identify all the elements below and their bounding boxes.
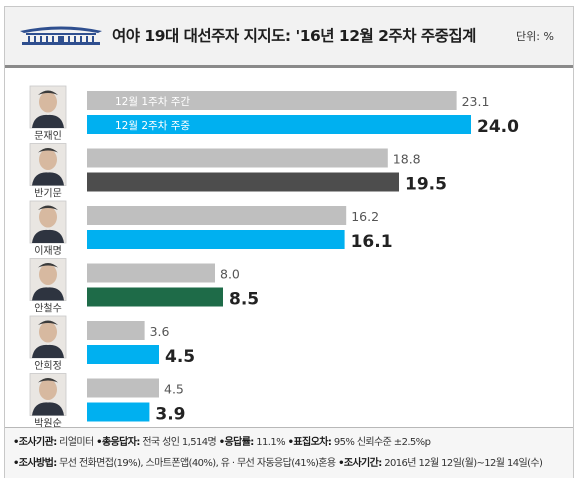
candidate-suit-icon: [32, 287, 64, 301]
footer-line-2: •조사방법: 무선 전화면접(19%), 스마트폰앱(40%), 유 · 무선 …: [13, 454, 543, 469]
footer-value: 리얼미터: [56, 437, 97, 448]
bar-prev-week: [87, 91, 457, 110]
footer-value: 2016년 12월 12일(월)~12월 14일(수): [381, 458, 543, 469]
footer-label: •총응답자:: [96, 437, 140, 448]
blue-house-logo-icon: [20, 26, 102, 45]
candidate-name: 박원순: [34, 418, 62, 430]
candidate-name: 안희정: [34, 360, 62, 372]
value-label-prev: 18.8: [393, 152, 421, 167]
value-label-current: 16.1: [351, 232, 393, 252]
value-label-prev: 3.6: [150, 324, 170, 339]
bar-prev-week: [87, 378, 159, 398]
candidate-hair-icon: [38, 148, 58, 153]
candidate-suit-icon: [32, 172, 64, 186]
candidate-suit-icon: [32, 229, 64, 243]
candidate-face-icon: [39, 264, 57, 285]
bar-prev-week: [87, 148, 388, 168]
value-label-current: 4.5: [165, 347, 195, 367]
candidate-hair-icon: [38, 263, 58, 268]
candidate-face-icon: [39, 321, 57, 343]
value-label-current: 3.9: [155, 405, 185, 425]
candidate-hair-icon: [38, 90, 58, 95]
bar-current-week: [87, 115, 471, 134]
footer-label: •응답률:: [218, 437, 255, 448]
footer-notes: •조사기관: 리얼미터 •총응답자: 전국 성인 1,514명 •응답률: 11…: [5, 427, 573, 478]
bar-prev-week: [87, 321, 145, 340]
value-label-prev: 8.0: [220, 267, 240, 282]
bar-prev-week: [87, 263, 215, 283]
candidate-face-icon: [39, 91, 57, 113]
chart-title: 여야 19대 대선주자 지지도: '16년 12월 2주차 주중집계: [112, 27, 476, 45]
footer-label: •조사기관:: [13, 437, 57, 448]
legend-prev-week: 12월 1주차 주간: [115, 96, 190, 108]
bar-current-week: [87, 345, 159, 364]
value-label-current: 24.0: [477, 117, 519, 137]
candidate-suit-icon: [32, 402, 64, 416]
footer-label: •조사방법:: [13, 458, 57, 469]
footer-value: 11.1%: [253, 437, 288, 448]
header-bar: [5, 7, 573, 65]
candidate-name: 이재명: [34, 245, 62, 257]
candidate-name: 안철수: [34, 303, 62, 315]
value-label-current: 8.5: [229, 290, 259, 310]
bar-prev-week: [87, 206, 347, 225]
bar-current-week: [87, 172, 399, 192]
candidate-face-icon: [39, 206, 57, 228]
candidate-name: 문재인: [34, 130, 62, 142]
legend-current-week: 12월 2주차 주중: [115, 120, 190, 132]
footer-line-1: •조사기관: 리얼미터 •총응답자: 전국 성인 1,514명 •응답률: 11…: [13, 433, 431, 448]
candidate-face-icon: [39, 149, 57, 170]
bar-current-week: [87, 287, 223, 307]
candidate-face-icon: [39, 379, 57, 400]
bar-current-week: [87, 230, 345, 249]
value-label-prev: 4.5: [164, 382, 184, 397]
bar-current-week: [87, 402, 150, 422]
candidate-hair-icon: [38, 320, 58, 325]
candidate-name: 반기문: [34, 188, 62, 200]
value-label-current: 19.5: [405, 175, 447, 195]
value-label-prev: 16.2: [351, 209, 379, 224]
header-divider: [5, 65, 573, 68]
footer-label: •조사기간:: [338, 458, 382, 469]
candidate-hair-icon: [38, 378, 58, 383]
value-label-prev: 23.1: [462, 94, 490, 109]
footer-value: 95% 신뢰수준 ±2.5%p: [331, 437, 431, 448]
footer-value: 무선 전화면접(19%), 스마트폰앱(40%), 유 · 무선 자동응답(41…: [56, 458, 339, 469]
footer-label: •표집오차:: [287, 437, 332, 448]
footer-value: 전국 성인 1,514명: [139, 437, 219, 448]
candidate-suit-icon: [32, 344, 64, 358]
unit-label: 단위: %: [516, 30, 554, 43]
candidate-hair-icon: [38, 205, 58, 210]
candidate-suit-icon: [32, 114, 64, 128]
